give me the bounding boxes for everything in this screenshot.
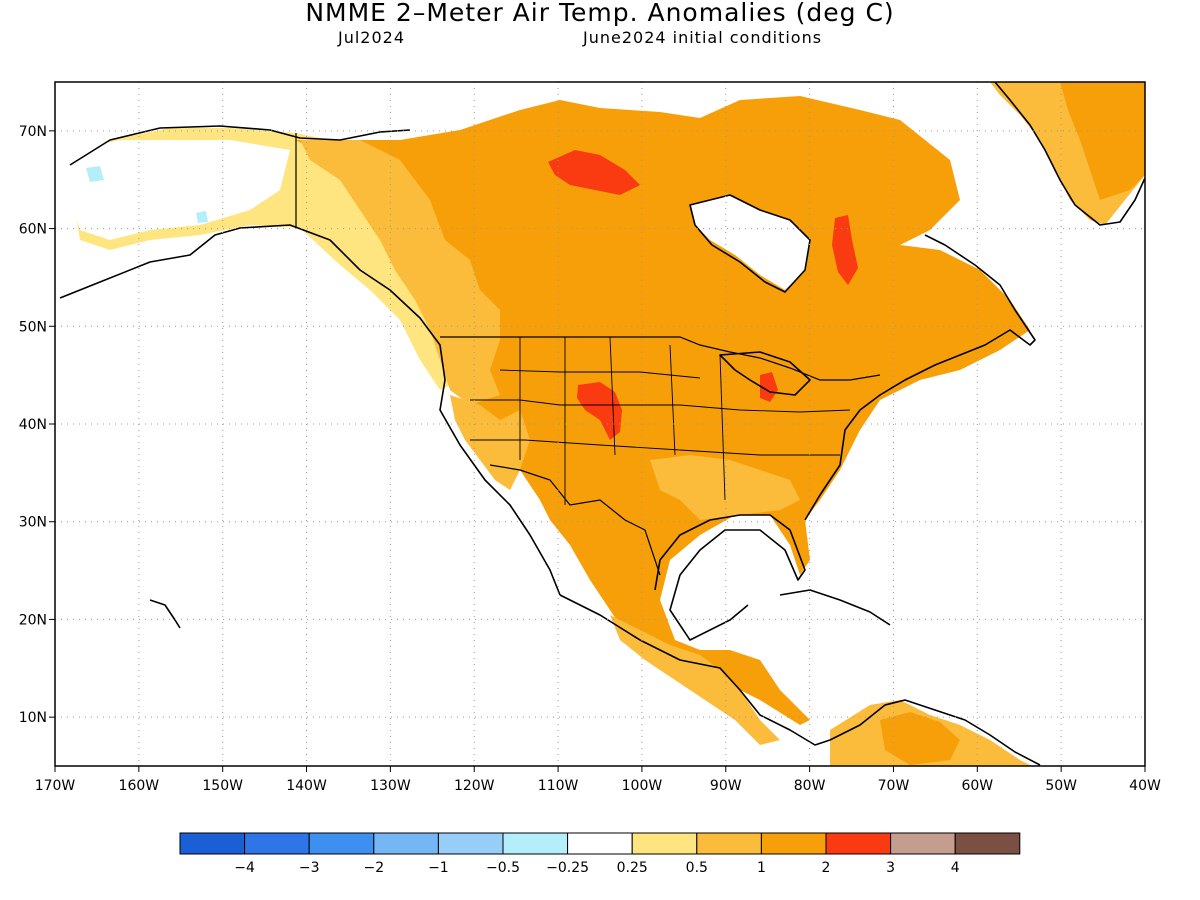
coastline-east (804, 234, 1036, 521)
anomaly-region-west-coast (300, 140, 500, 405)
anomaly-coolspot-bering (86, 166, 104, 182)
colorbar-label: −0.25 (546, 860, 589, 876)
anomaly-region-south-america-core (880, 712, 960, 765)
border-us-mexico (489, 464, 661, 576)
coastline-south-america (829, 699, 1041, 766)
colorbar-swatch (244, 832, 310, 855)
anomaly-hotspot-quebec (832, 215, 858, 285)
coastline-gulf-of-mexico (654, 514, 806, 641)
coastline-hawaii (149, 599, 181, 629)
anomaly-hotspot-michigan (760, 372, 778, 402)
anomaly-hotspot-nunavut (548, 150, 640, 195)
anomaly-region-southwest (450, 395, 530, 490)
lon-label: 130W (370, 778, 411, 794)
lat-label: 30N (19, 515, 47, 531)
colorbar-label: −1 (428, 860, 449, 876)
colorbar-label: 4 (951, 860, 960, 876)
lat-label: 50N (19, 319, 47, 335)
colorbar-label: 3 (886, 860, 895, 876)
lon-label: 170W (35, 778, 76, 794)
lon-label: 110W (538, 778, 579, 794)
lon-label: 50W (1045, 778, 1077, 794)
colorbar-label: 0.5 (686, 860, 708, 876)
us-state-lines (470, 336, 851, 505)
colorbar-swatch (502, 832, 569, 855)
lon-label: 150W (202, 778, 243, 794)
colorbar-swatch (308, 832, 375, 855)
colorbar-label: −2 (363, 860, 384, 876)
neutral-region-alaska-interior (70, 140, 290, 240)
lon-label: 60W (961, 778, 993, 794)
coastline-cuba (779, 589, 891, 626)
lat-label: 60N (19, 222, 47, 238)
colorbar-label: 0.25 (617, 860, 648, 876)
colorbar-label: 1 (757, 860, 766, 876)
coastline-great-lakes (719, 351, 811, 396)
anomaly-region-greenland-core (1060, 82, 1145, 200)
lon-label: 100W (622, 778, 663, 794)
coastlines (59, 82, 1145, 766)
colorbar-label: −4 (234, 860, 255, 876)
anomaly-hotspot-northern-plains (577, 382, 622, 440)
anomaly-region-mexico-south (610, 615, 780, 745)
coastline-greenland (994, 82, 1145, 226)
anomaly-fields (70, 82, 1145, 766)
lon-label: 40W (1129, 778, 1161, 794)
lon-label: 120W (454, 778, 495, 794)
colorbar-swatch (437, 832, 504, 855)
lon-label: 90W (710, 778, 742, 794)
coastline-alaska (59, 224, 561, 596)
lon-label: 80W (794, 778, 826, 794)
lat-label: 10N (19, 710, 47, 726)
border-us-canada (440, 336, 881, 381)
colorbar: −4 −3 −2 −1 −0.5 −0.25 0.25 0.5 1 2 3 4 (179, 832, 1021, 876)
colorbar-swatch (890, 832, 956, 855)
coastline-arctic (69, 125, 411, 166)
colorbar-swatch (954, 832, 1021, 855)
colorbar-label: −3 (299, 860, 320, 876)
axis-ticks: 70N 60N 50N 40N 30N 20N 10N 170W 160W 150W 140W 130… (19, 124, 1161, 794)
colorbar-swatch (179, 832, 246, 855)
lat-label: 70N (19, 124, 47, 140)
coastline-hudson-bay (689, 194, 811, 293)
colorbar-swatch (373, 832, 439, 855)
initial-conditions: June2024 initial conditions (583, 28, 823, 47)
neutral-region-hudson-bay (690, 195, 810, 290)
colorbar-label: −0.5 (486, 860, 520, 876)
lat-label: 40N (19, 417, 47, 433)
lon-label: 160W (119, 778, 160, 794)
colorbar-swatch (567, 832, 633, 855)
colorbar-label: 2 (822, 860, 831, 876)
colorbar-swatch (696, 832, 762, 855)
graticule (55, 82, 1145, 766)
coastline-mexico-gulf (559, 594, 831, 746)
political-borders (295, 133, 881, 576)
lon-label: 70W (878, 778, 910, 794)
map-title: NMME 2–Meter Air Temp. Anomalies (deg C) (305, 0, 895, 27)
colorbar-swatch (631, 832, 698, 855)
colorbar-swatch (760, 832, 827, 855)
colorbar-swatch (825, 832, 892, 855)
lat-label: 20N (19, 612, 47, 628)
anomaly-coolspot-aleutian (196, 211, 208, 223)
lon-label: 140W (286, 778, 327, 794)
forecast-month: Jul2024 (338, 28, 406, 47)
